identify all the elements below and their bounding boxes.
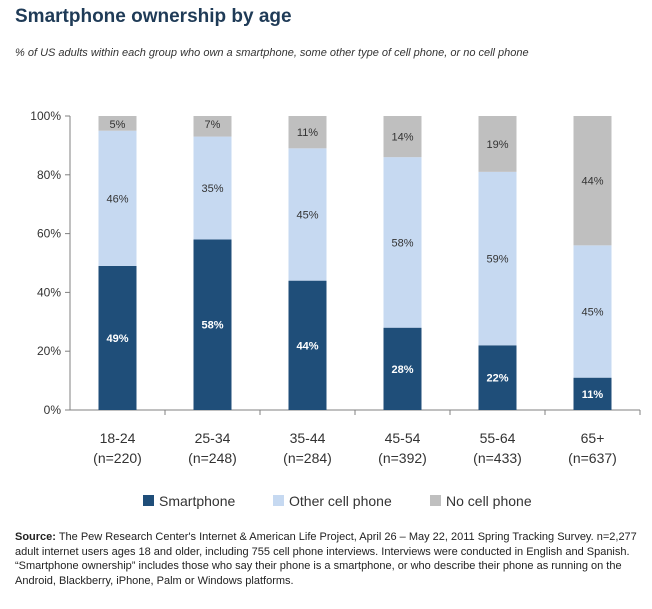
bar-segment-no-cell-phone bbox=[288, 116, 327, 149]
data-label: 59% bbox=[486, 254, 508, 266]
data-label: 11% bbox=[297, 127, 318, 139]
data-label: 45% bbox=[581, 307, 603, 319]
bar-segment-smartphone bbox=[193, 239, 232, 410]
data-label: 7% bbox=[205, 119, 221, 131]
y-tick-label: 80% bbox=[37, 168, 61, 182]
y-tick-label: 20% bbox=[37, 344, 61, 358]
data-label: 44% bbox=[581, 176, 603, 188]
data-label: 22% bbox=[486, 373, 508, 385]
data-label: 35% bbox=[201, 183, 223, 195]
data-label: 58% bbox=[201, 320, 223, 332]
bar-segment-no-cell-phone bbox=[193, 116, 232, 137]
x-tick-label: 45-54 bbox=[385, 430, 421, 446]
data-label: 58% bbox=[391, 237, 413, 249]
bar-segment-no-cell-phone bbox=[573, 116, 612, 246]
y-tick-label: 100% bbox=[30, 109, 61, 123]
x-tick-label: 18-24 bbox=[100, 430, 136, 446]
data-label: 5% bbox=[110, 119, 126, 131]
data-label: 44% bbox=[296, 340, 318, 352]
bar-segment-smartphone bbox=[288, 280, 327, 410]
bar-segment-other-cell-phone bbox=[193, 136, 232, 240]
stacked-bar-chart: 0% 20% 40% 60% 80% 100% 49% 46% 5% 18-24 (n=220) 58… bbox=[30, 109, 641, 509]
bar-segment-other-cell-phone bbox=[478, 171, 517, 346]
data-label: 28% bbox=[391, 364, 413, 376]
legend-swatch-no-cell-phone bbox=[430, 495, 441, 506]
y-tick-label: 40% bbox=[37, 285, 61, 299]
bar-segment-other-cell-phone bbox=[383, 157, 422, 328]
source-text: The Pew Research Center's Internet & Ame… bbox=[15, 531, 637, 587]
bar-segment-other-cell-phone bbox=[98, 130, 137, 266]
chart-title: Smartphone ownership by age bbox=[15, 6, 292, 27]
bar-segment-smartphone bbox=[383, 327, 422, 410]
bar-segment-other-cell-phone bbox=[573, 245, 612, 378]
x-tick-sublabel: (n=248) bbox=[188, 450, 237, 466]
data-label: 49% bbox=[106, 333, 128, 345]
x-tick-sublabel: (n=433) bbox=[473, 450, 522, 466]
source-note: Source: The Pew Research Center's Intern… bbox=[15, 530, 640, 588]
x-tick-label: 25-34 bbox=[195, 430, 231, 446]
x-tick-sublabel: (n=392) bbox=[378, 450, 427, 466]
legend-swatch-smartphone bbox=[143, 495, 154, 506]
x-tick-sublabel: (n=220) bbox=[93, 450, 142, 466]
bar-segment-no-cell-phone bbox=[478, 116, 517, 172]
legend-swatch-other-cell-phone bbox=[273, 495, 284, 506]
legend-label: Smartphone bbox=[159, 493, 235, 509]
x-tick-label: 35-44 bbox=[290, 430, 326, 446]
y-tick-label: 60% bbox=[37, 227, 61, 241]
data-label: 45% bbox=[296, 209, 318, 221]
source-label: Source: bbox=[15, 531, 56, 543]
bar-segment-smartphone bbox=[478, 345, 517, 410]
legend-label: Other cell phone bbox=[289, 493, 392, 509]
x-tick-label: 55-64 bbox=[480, 430, 516, 446]
y-tick-label: 0% bbox=[44, 403, 62, 417]
chart-subtitle: % of US adults within each group who own… bbox=[15, 47, 529, 59]
bar-segment-no-cell-phone bbox=[383, 116, 422, 158]
x-tick-sublabel: (n=637) bbox=[568, 450, 617, 466]
bar-segment-smartphone bbox=[98, 265, 137, 410]
data-label: 19% bbox=[486, 139, 508, 151]
data-label: 11% bbox=[582, 389, 604, 401]
x-tick-sublabel: (n=284) bbox=[283, 450, 332, 466]
data-label: 46% bbox=[106, 193, 128, 205]
x-tick-label: 65+ bbox=[581, 430, 605, 446]
bar-segment-smartphone bbox=[573, 377, 612, 410]
bar-segment-other-cell-phone bbox=[288, 148, 327, 281]
legend-label: No cell phone bbox=[446, 493, 532, 509]
bar-segment-no-cell-phone bbox=[98, 116, 137, 131]
data-label: 14% bbox=[391, 132, 413, 144]
